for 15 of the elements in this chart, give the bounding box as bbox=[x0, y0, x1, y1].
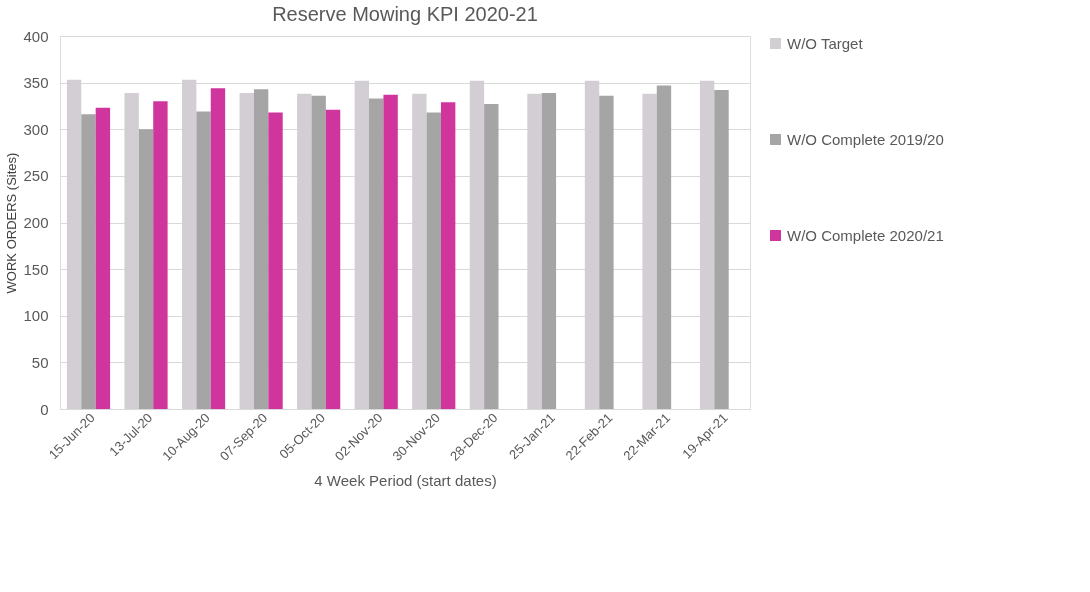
y-tick-label: 0 bbox=[40, 400, 49, 418]
y-tick-label: 350 bbox=[23, 74, 49, 92]
y-tick-label: 250 bbox=[23, 167, 49, 185]
y-tick-label: 300 bbox=[23, 120, 49, 138]
x-axis-title: 4 Week Period (start dates) bbox=[314, 471, 497, 489]
legend-label: W/O Complete 2019/20 bbox=[787, 130, 944, 148]
legend-label: W/O Target bbox=[787, 34, 864, 52]
y-tick-label: 100 bbox=[23, 307, 49, 325]
y-axis-title: WORK ORDERS (Sites) bbox=[4, 152, 20, 294]
y-tick-label: 200 bbox=[23, 214, 49, 231]
y-tick-label: 400 bbox=[23, 27, 49, 45]
y-tick-label: 150 bbox=[23, 260, 49, 278]
legend-label: W/O Complete 2020/21 bbox=[787, 226, 944, 244]
chart-title: Reserve Mowing KPI 2020-21 bbox=[272, 3, 538, 25]
y-tick-label: 50 bbox=[31, 353, 49, 371]
